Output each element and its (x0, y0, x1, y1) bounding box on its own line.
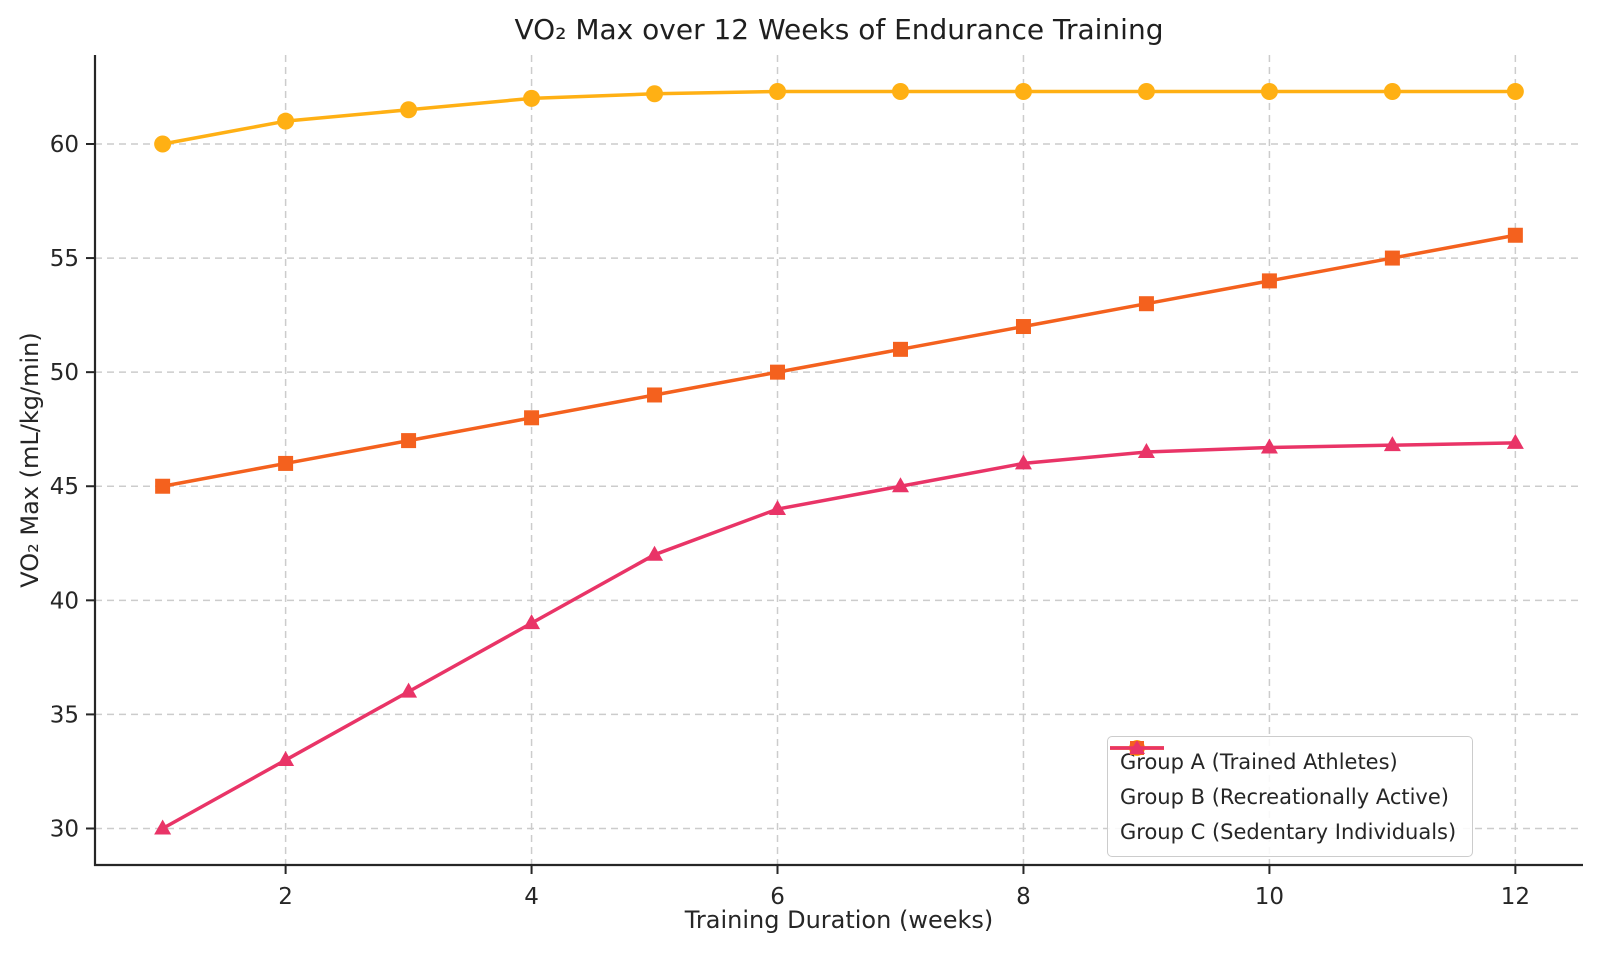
chart-title: VO₂ Max over 12 Weeks of Endurance Train… (514, 13, 1164, 46)
x-tick-label: 8 (1016, 884, 1031, 910)
data-point-marker (1260, 83, 1278, 101)
data-point-marker (524, 410, 540, 426)
legend-item-label: Group B (Recreationally Active) (1120, 784, 1449, 809)
data-point-marker (1261, 273, 1277, 289)
x-tick-label: 4 (524, 884, 539, 910)
y-tick-label: 45 (50, 474, 79, 500)
data-point-marker (523, 89, 541, 107)
data-point-marker (1138, 296, 1154, 312)
data-point-marker (769, 83, 787, 101)
x-tick-label: 12 (1501, 884, 1530, 910)
data-point-marker (1015, 319, 1031, 335)
data-point-marker (1014, 454, 1032, 470)
data-point-marker (892, 341, 908, 357)
series-group-a (154, 83, 1524, 153)
data-point-marker (523, 614, 541, 630)
legend-item: Group C (Sedentary Individuals) (1110, 740, 1457, 847)
data-point-marker (646, 85, 664, 103)
data-point-marker (1014, 83, 1032, 101)
data-point-marker (891, 83, 909, 101)
triangle-marker-icon (1129, 740, 1145, 754)
data-point-marker (769, 500, 787, 516)
legend-marker-sample (1110, 740, 1164, 754)
data-point-marker (400, 101, 418, 119)
y-tick-label: 55 (50, 246, 79, 272)
data-point-marker (1383, 83, 1401, 101)
y-tick-label: 40 (50, 588, 79, 614)
x-tick-label: 6 (770, 884, 785, 910)
series (154, 83, 1524, 835)
data-point-marker (154, 135, 172, 153)
tick-labels: 2 4 6 8 10 12 30 35 40 45 50 55 60 (50, 132, 1530, 910)
data-point-marker (1506, 433, 1524, 449)
legend: Group A (Trained Athletes) Group B (Recre… (1107, 736, 1474, 857)
data-point-marker (646, 545, 664, 561)
data-point-marker (647, 387, 663, 403)
data-point-marker (1260, 438, 1278, 454)
data-point-marker (1137, 83, 1155, 101)
data-point-marker (400, 682, 418, 698)
y-tick-label: 50 (50, 360, 79, 386)
data-point-marker (401, 433, 417, 449)
data-point-marker (1137, 443, 1155, 459)
series-line (160, 89, 1518, 146)
legend-item-label: Group C (Sedentary Individuals) (1120, 819, 1457, 844)
data-point-marker (1506, 83, 1524, 101)
x-tick-label: 2 (278, 884, 293, 910)
data-point-marker (1507, 227, 1523, 243)
y-tick-label: 35 (50, 702, 79, 728)
y-tick-label: 60 (50, 132, 79, 158)
series-line (160, 441, 1518, 831)
data-point-marker (277, 112, 295, 130)
data-point-marker (1383, 436, 1401, 452)
data-point-marker (891, 477, 909, 493)
data-point-marker (278, 455, 294, 471)
series-group-b (155, 227, 1523, 494)
data-point-marker (770, 364, 786, 380)
series-group-c (154, 433, 1524, 835)
x-axis-label: Training Duration (weeks) (684, 906, 994, 934)
axes (86, 55, 1583, 874)
legend-item: Group B (Recreationally Active) (1110, 741, 1456, 812)
data-point-marker (277, 751, 295, 767)
series-line (160, 233, 1518, 488)
x-tick-label: 10 (1255, 884, 1284, 910)
legend-item-label: Group A (Trained Athletes) (1120, 749, 1398, 774)
data-point-marker (1384, 250, 1400, 266)
data-point-marker (155, 478, 171, 494)
legend-item: Group A (Trained Athletes) (1110, 740, 1456, 777)
data-point-marker (154, 819, 172, 835)
y-axis-label: VO₂ Max (mL/kg/min) (16, 332, 44, 588)
y-tick-label: 30 (50, 816, 79, 842)
